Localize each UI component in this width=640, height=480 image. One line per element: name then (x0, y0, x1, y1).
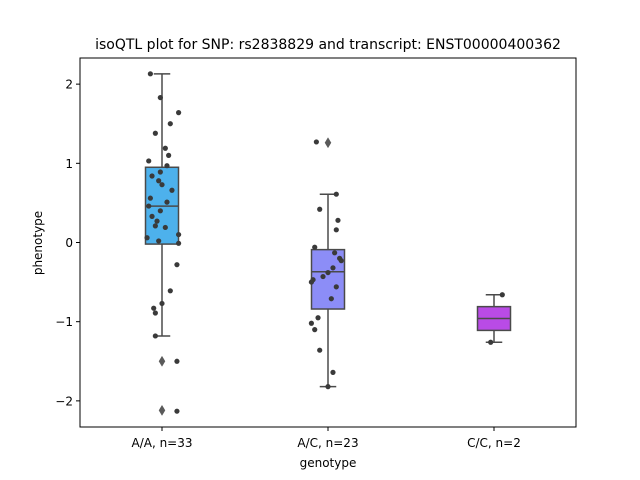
outlier-marker (324, 137, 332, 149)
data-point (325, 384, 331, 390)
data-point (325, 269, 331, 276)
data-point (174, 358, 180, 364)
x-tick-label: A/A, n=33 (131, 436, 192, 450)
data-point (333, 227, 339, 233)
data-point (152, 310, 158, 316)
y-tick-label: −2 (55, 394, 73, 408)
data-point (333, 284, 339, 290)
data-point (147, 195, 153, 201)
data-point (156, 238, 162, 244)
data-point (328, 296, 334, 302)
data-point (176, 110, 182, 116)
y-axis: −2 −1 0 1 2 (55, 78, 80, 408)
data-point (152, 333, 158, 339)
data-point (338, 258, 344, 264)
data-point (144, 235, 150, 241)
data-point (151, 305, 157, 311)
data-point (317, 206, 323, 212)
data-point (332, 250, 338, 256)
data-point (330, 265, 336, 271)
data-point (308, 320, 314, 326)
data-point (315, 315, 321, 321)
data-point (174, 262, 180, 268)
data-point (308, 279, 314, 285)
data-point (159, 182, 165, 188)
data-point (159, 300, 165, 307)
plot-area (144, 71, 512, 416)
data-point (164, 163, 170, 169)
data-point (176, 240, 182, 246)
x-tick-label: A/C, n=23 (297, 436, 358, 450)
data-point (317, 347, 323, 353)
data-point (146, 203, 152, 209)
data-point (169, 187, 175, 193)
data-point (147, 71, 153, 77)
y-axis-label: phenotype (31, 211, 45, 275)
data-point (167, 288, 173, 294)
data-point (164, 199, 170, 205)
x-axis: A/A, n=33 A/C, n=23 C/C, n=2 (131, 427, 521, 450)
y-tick-label: 0 (65, 236, 73, 250)
data-point (488, 339, 494, 345)
data-point (313, 139, 319, 145)
data-point (149, 213, 155, 219)
data-point (156, 178, 162, 184)
data-point (154, 218, 160, 224)
y-tick-label: 2 (65, 78, 73, 92)
x-tick-label: C/C, n=2 (467, 436, 521, 450)
x-axis-label: genotype (300, 456, 357, 470)
data-point (312, 327, 318, 333)
data-point (157, 208, 163, 214)
data-point (146, 158, 152, 164)
data-point (162, 145, 168, 151)
y-tick-label: 1 (65, 157, 73, 171)
chart-title: isoQTL plot for SNP: rs2838829 and trans… (95, 37, 561, 53)
data-point (312, 244, 318, 250)
data-point (152, 223, 158, 229)
data-point (157, 169, 163, 175)
data-point (335, 217, 341, 223)
data-point (152, 130, 158, 136)
data-point (166, 152, 172, 158)
y-tick-label: −1 (55, 315, 73, 329)
data-point (162, 224, 168, 231)
data-point (330, 369, 336, 375)
data-point (174, 408, 180, 414)
outlier-marker (158, 404, 166, 416)
data-point (157, 94, 163, 101)
data-point (333, 191, 339, 197)
data-point (149, 173, 155, 179)
data-point (167, 121, 173, 127)
data-point (176, 231, 182, 238)
data-point (499, 292, 505, 298)
outlier-marker (158, 355, 166, 367)
data-point (320, 273, 326, 280)
